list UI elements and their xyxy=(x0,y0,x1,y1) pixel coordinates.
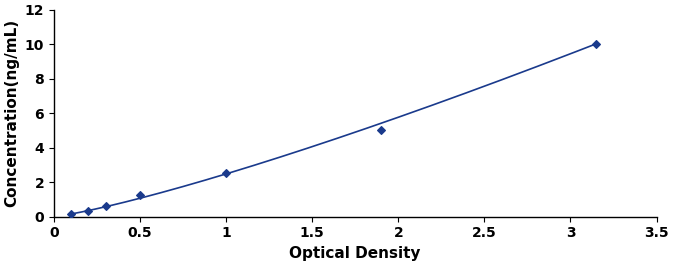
X-axis label: Optical Density: Optical Density xyxy=(289,246,421,261)
Y-axis label: Concentration(ng/mL): Concentration(ng/mL) xyxy=(4,19,19,207)
